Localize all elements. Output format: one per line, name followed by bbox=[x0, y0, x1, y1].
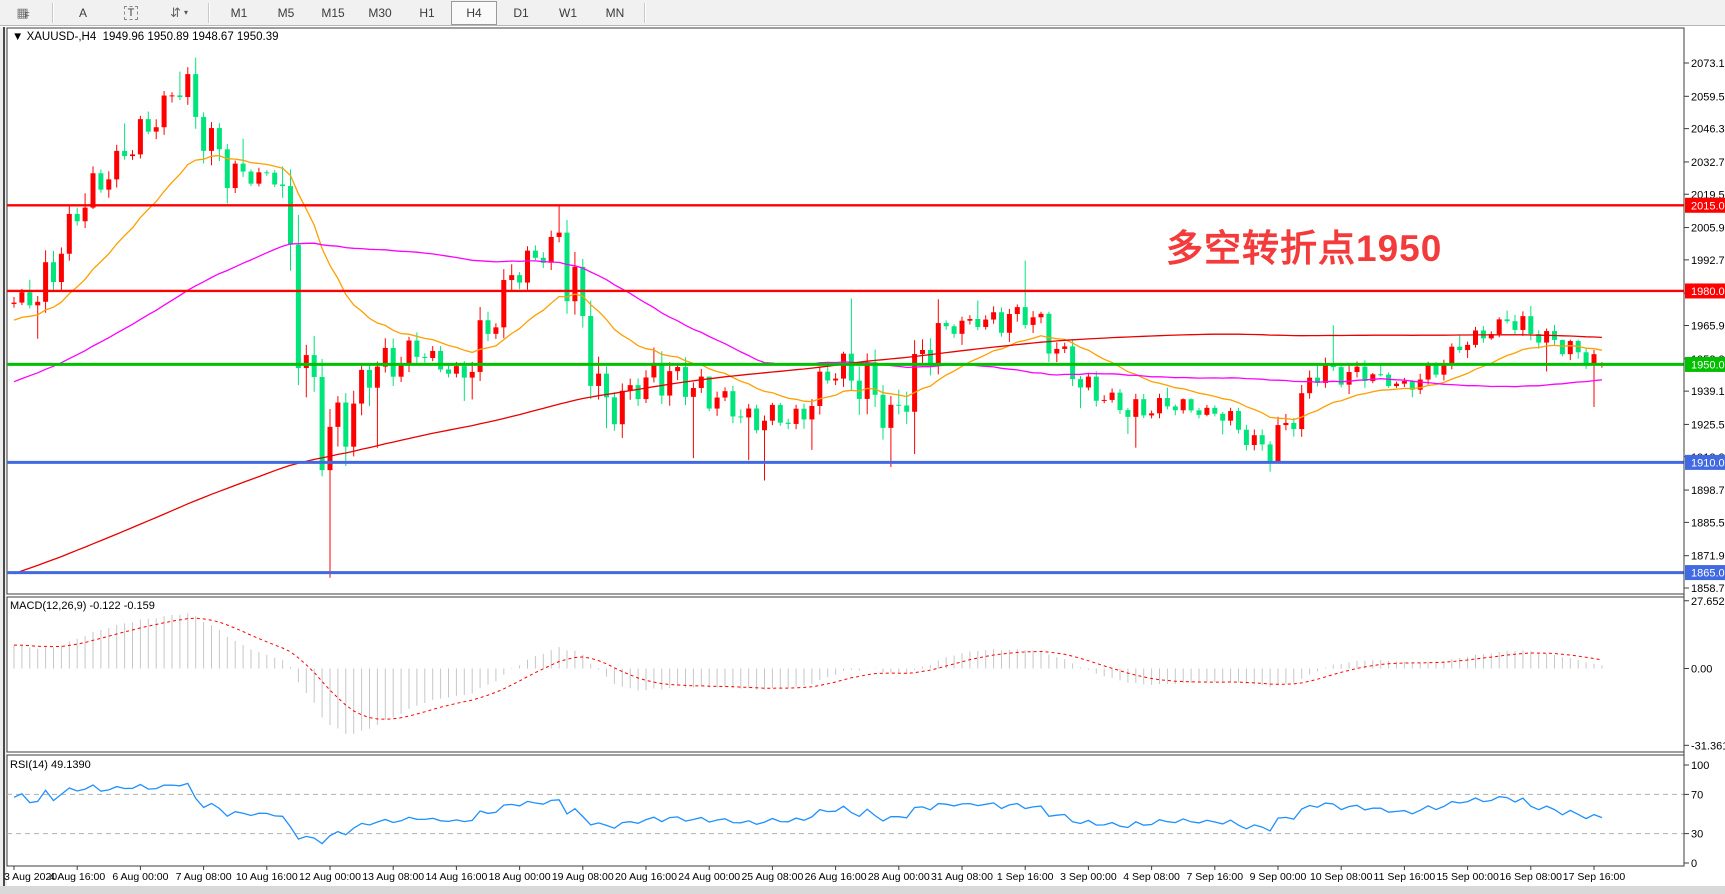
svg-text:1 Sep 16:00: 1 Sep 16:00 bbox=[997, 871, 1054, 883]
horizontal-levels[interactable] bbox=[7, 204, 1684, 575]
svg-text:2073.10: 2073.10 bbox=[1691, 58, 1725, 70]
svg-text:3 Aug 2020: 3 Aug 2020 bbox=[4, 871, 57, 883]
svg-text:26 Aug 16:00: 26 Aug 16:00 bbox=[805, 871, 867, 883]
svg-text:1858.70: 1858.70 bbox=[1691, 583, 1725, 595]
rsi-line bbox=[13, 782, 1603, 845]
svg-text:2032.70: 2032.70 bbox=[1691, 157, 1725, 169]
svg-text:15 Sep 00:00: 15 Sep 00:00 bbox=[1436, 871, 1499, 883]
svg-text:2005.90: 2005.90 bbox=[1691, 223, 1725, 235]
symbol-ohlc-title: ▼ XAUUSD-,H4 1949.96 1950.89 1948.67 195… bbox=[12, 31, 279, 43]
annotation-text: 多空转折点1950 bbox=[1166, 228, 1443, 269]
svg-text:28 Aug 00:00: 28 Aug 00:00 bbox=[868, 871, 930, 883]
svg-text:13 Aug 08:00: 13 Aug 08:00 bbox=[362, 871, 424, 883]
grid-icon: ▦ bbox=[16, 4, 28, 20]
svg-text:70: 70 bbox=[1691, 789, 1703, 801]
ma-fast-line bbox=[13, 154, 1603, 421]
timeframe-toolbar: M1 M5 M15 M30 H1 H4 D1 W1 MN bbox=[216, 0, 638, 25]
rsi-indicator-label: RSI(14) 49.1390 bbox=[10, 759, 91, 771]
timeframe-button-w1[interactable]: W1 bbox=[559, 5, 577, 20]
text-tool-label: A bbox=[78, 5, 87, 20]
svg-text:1898.70: 1898.70 bbox=[1691, 485, 1725, 497]
svg-text:4 Sep 08:00: 4 Sep 08:00 bbox=[1123, 871, 1180, 883]
toolbar-separator bbox=[52, 2, 54, 23]
svg-text:1910.00: 1910.00 bbox=[1691, 457, 1725, 469]
svg-text:2015.00: 2015.00 bbox=[1691, 200, 1725, 212]
svg-text:10 Sep 08:00: 10 Sep 08:00 bbox=[1310, 871, 1373, 883]
timeframe-button-m1[interactable]: M1 bbox=[230, 5, 248, 20]
rsi-panel bbox=[7, 782, 1684, 845]
svg-text:1925.50: 1925.50 bbox=[1691, 419, 1725, 431]
timeframe-button-h4[interactable]: H4 bbox=[451, 0, 497, 25]
svg-text:100: 100 bbox=[1691, 760, 1709, 772]
text-label-icon: T bbox=[123, 5, 139, 20]
svg-text:1965.90: 1965.90 bbox=[1691, 321, 1725, 333]
svg-text:1885.50: 1885.50 bbox=[1691, 517, 1725, 529]
svg-text:18 Aug 00:00: 18 Aug 00:00 bbox=[489, 871, 551, 883]
svg-text:4 Aug 16:00: 4 Aug 16:00 bbox=[49, 871, 105, 883]
svg-text:30: 30 bbox=[1691, 829, 1703, 841]
svg-text:1992.70: 1992.70 bbox=[1691, 255, 1725, 267]
macd-signal-line bbox=[13, 617, 1602, 720]
svg-text:1939.10: 1939.10 bbox=[1691, 386, 1725, 398]
timeframe-button-m5[interactable]: M5 bbox=[277, 5, 295, 20]
text-label-tool-button[interactable]: T bbox=[108, 1, 154, 25]
svg-text:17 Sep 16:00: 17 Sep 16:00 bbox=[1563, 871, 1626, 883]
timeframe-button-mn[interactable]: MN bbox=[605, 5, 625, 20]
svg-text:19 Aug 08:00: 19 Aug 08:00 bbox=[552, 871, 614, 883]
main-plot[interactable] bbox=[11, 57, 1605, 578]
grid-icon-label: F bbox=[24, 11, 30, 20]
timeframe-button-h1[interactable]: H1 bbox=[419, 5, 435, 20]
text-tool-button[interactable]: A bbox=[60, 1, 106, 25]
svg-text:0: 0 bbox=[1691, 858, 1697, 870]
svg-text:31 Aug 08:00: 31 Aug 08:00 bbox=[931, 871, 993, 883]
svg-text:7 Aug 08:00: 7 Aug 08:00 bbox=[176, 871, 232, 883]
svg-text:25 Aug 08:00: 25 Aug 08:00 bbox=[741, 871, 803, 883]
toolbar-separator bbox=[208, 2, 210, 23]
svg-text:9 Sep 00:00: 9 Sep 00:00 bbox=[1250, 871, 1307, 883]
svg-text:6 Aug 00:00: 6 Aug 00:00 bbox=[112, 871, 168, 883]
svg-text:11 Sep 16:00: 11 Sep 16:00 bbox=[1374, 871, 1436, 883]
toolbar-separator bbox=[644, 2, 646, 23]
svg-text:2059.50: 2059.50 bbox=[1691, 91, 1725, 103]
price-axis[interactable]: 2073.102059.502046.302032.702019.502005.… bbox=[1683, 28, 1725, 870]
svg-text:14 Aug 16:00: 14 Aug 16:00 bbox=[425, 871, 487, 883]
svg-text:27.652: 27.652 bbox=[1691, 596, 1725, 608]
svg-text:0.00: 0.00 bbox=[1691, 664, 1712, 676]
svg-text:3 Sep 00:00: 3 Sep 00:00 bbox=[1060, 871, 1117, 883]
svg-text:20 Aug 16:00: 20 Aug 16:00 bbox=[615, 871, 677, 883]
svg-text:7 Sep 16:00: 7 Sep 16:00 bbox=[1186, 871, 1243, 883]
timeframe-button-m15[interactable]: M15 bbox=[321, 5, 345, 20]
macd-panel bbox=[13, 613, 1603, 735]
diagonal-arrows-icon: ⇵ bbox=[170, 4, 181, 20]
svg-text:1980.00: 1980.00 bbox=[1691, 286, 1725, 298]
svg-text:2046.30: 2046.30 bbox=[1691, 124, 1725, 136]
arrows-tool-button[interactable]: ⇵ ▾ bbox=[156, 1, 202, 25]
svg-text:1865.00: 1865.00 bbox=[1691, 568, 1725, 580]
panel-frames bbox=[6, 27, 1685, 867]
svg-text:12 Aug 00:00: 12 Aug 00:00 bbox=[299, 871, 361, 883]
svg-text:1871.90: 1871.90 bbox=[1691, 551, 1725, 563]
macd-indicator-label: MACD(12,26,9) -0.122 -0.159 bbox=[10, 600, 155, 612]
timeframe-button-m30[interactable]: M30 bbox=[368, 5, 392, 20]
svg-text:10 Aug 16:00: 10 Aug 16:00 bbox=[236, 871, 298, 883]
grid-f-icon[interactable]: ▦ F bbox=[0, 1, 46, 25]
ma-slow-line bbox=[13, 333, 1602, 575]
svg-text:1950.00: 1950.00 bbox=[1691, 359, 1725, 371]
svg-text:16 Sep 08:00: 16 Sep 08:00 bbox=[1500, 871, 1563, 883]
timeframe-button-d1[interactable]: D1 bbox=[513, 5, 529, 20]
chevron-down-icon: ▾ bbox=[183, 8, 188, 17]
svg-text:24 Aug 00:00: 24 Aug 00:00 bbox=[678, 871, 740, 883]
toolbar: ▦ F A T ⇵ ▾ M1 M5 M15 M30 H1 H4 D1 W1 MN bbox=[0, 0, 1725, 26]
svg-text:-31.361: -31.361 bbox=[1691, 740, 1725, 752]
